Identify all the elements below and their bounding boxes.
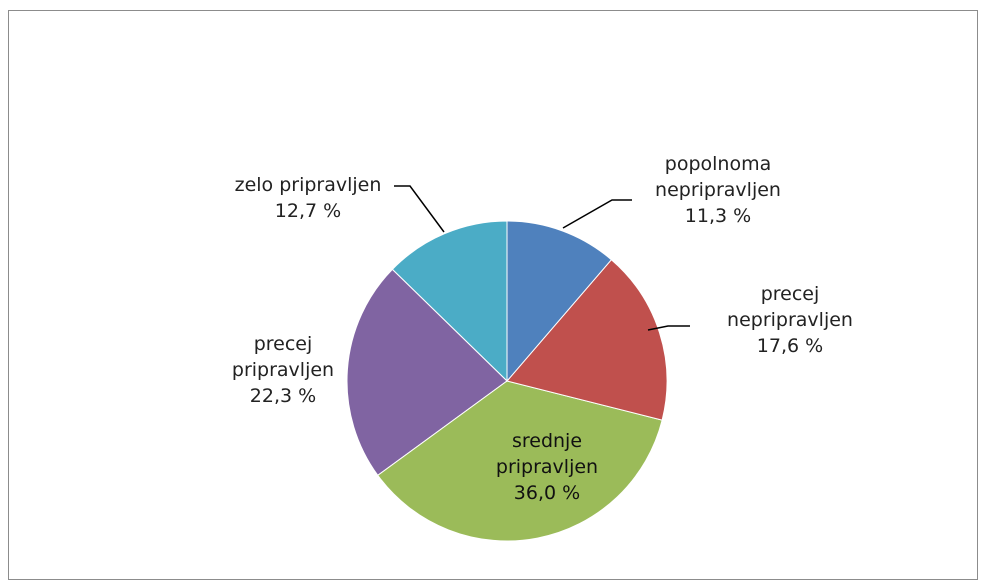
pie-slice [506,259,668,421]
category-label: srednje pripravljen [495,430,599,478]
category-label: precej pripravljen [231,333,335,381]
category-label: popolnoma nepripravljen [655,153,781,201]
value-label: 22,3 % [249,385,317,407]
pie-slice [391,220,508,383]
leader-line [647,325,690,331]
slice-label: srednje pripravljen 36,0 % [477,428,617,506]
value-label: 12,7 % [274,200,342,222]
leader-line [394,185,445,233]
pie-slice [506,220,613,383]
category-label: precej nepripravljen [727,283,853,331]
pie-slice [377,380,663,542]
value-label: 36,0 % [513,482,581,504]
slice-label: precej nepripravljen 17,6 % [725,281,855,359]
value-label: 17,6 % [756,335,824,357]
leader-line [562,199,632,229]
category-label: zelo pripravljen [234,174,382,196]
slice-label: precej pripravljen 22,3 % [223,331,343,409]
slice-label: zelo pripravljen 12,7 % [198,172,418,224]
slice-label: popolnoma nepripravljen 11,3 % [633,151,803,229]
pie-slice [346,268,508,477]
value-label: 11,3 % [684,205,752,227]
